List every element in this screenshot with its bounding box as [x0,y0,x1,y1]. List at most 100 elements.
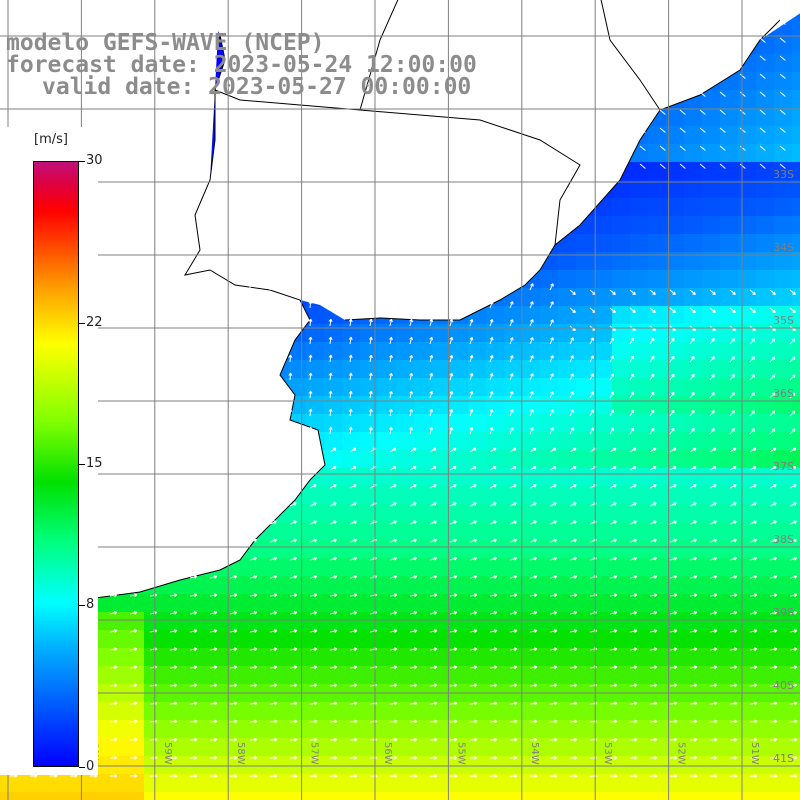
wind-arrow [609,755,618,760]
wind-arrow [288,336,293,345]
wind-cell [630,612,649,631]
wind-cell [666,252,685,271]
wind-arrow [229,502,237,507]
wind-arrow [549,427,554,435]
wind-arrow [779,55,786,61]
wind-cell [576,306,595,325]
wind-cell [450,702,469,721]
wind-arrow [409,354,414,363]
wind-cell [558,432,577,451]
wind-cell [576,324,595,343]
wind-arrow [329,538,337,543]
wind-cell [180,648,199,667]
wind-arrow [589,355,594,363]
wind-cell [198,576,217,595]
wind-arrow [429,665,438,670]
wind-arrow [509,755,518,760]
wind-arrow [169,665,178,670]
wind-arrow [709,701,718,706]
wind-arrow [549,502,557,507]
wind-cell [648,720,667,739]
wind-arrow [529,502,537,507]
wind-cell [378,576,397,595]
wind-cell [540,774,559,793]
wind-arrow [109,647,118,652]
wind-arrow [549,447,557,453]
wind-cell [522,774,541,793]
wind-cell [378,540,397,559]
wind-arrow [679,145,686,151]
wind-arrow [689,647,698,652]
wind-arrow [689,610,698,615]
wind-arrow [469,575,478,579]
wind-cell [324,378,343,397]
wind-arrow [529,337,534,345]
wind-cell [468,576,487,595]
wind-arrow [169,647,178,652]
wind-arrow [429,610,438,615]
wind-cell [360,594,379,613]
wind-arrow [248,300,253,309]
wind-arrow [189,520,197,525]
wind-arrow [749,447,757,453]
wind-cell [612,324,631,343]
lon-label: 57W [309,742,320,765]
wind-arrow [469,737,478,742]
wind-cell [612,432,631,451]
lon-label: 53W [602,742,613,765]
wind-arrow [489,409,494,417]
wind-arrow [689,701,698,706]
wind-cell [720,450,739,469]
wind-arrow [759,55,766,61]
wind-arrow [289,484,297,489]
wind-cell [252,540,271,559]
wind-cell [792,36,800,55]
wind-cell [666,342,685,361]
wind-arrow [589,427,594,435]
wind-cell [540,594,559,613]
wind-arrow [569,556,578,561]
wind-arrow [769,701,778,706]
wind-arrow [489,773,498,778]
wind-arrow [187,354,192,363]
wind-cell [612,738,631,757]
wind-cell [198,792,217,800]
wind-cell [288,576,307,595]
wind-arrow [489,556,498,561]
wind-arrow [689,665,698,670]
wind-cell [558,414,577,433]
wind-cell [504,432,523,451]
wind-cell [720,468,739,487]
wind-arrow [269,556,278,561]
wind-arrow [769,773,778,778]
wind-cell [576,378,595,397]
wind-arrow [348,336,353,345]
wind-cell [324,504,343,523]
wind-arrow [759,91,766,97]
wind-arrow [709,289,716,295]
wind-cell [756,414,775,433]
wind-arrow [749,520,757,525]
wind-cell [792,522,800,541]
wind-cell [468,450,487,469]
wind-cell [702,774,721,793]
wind-arrow [489,683,498,688]
wind-arrow [309,538,317,543]
wind-arrow [569,409,574,417]
wind-arrow [349,447,357,453]
wind-cell [486,414,505,433]
wind-arrow [669,484,677,489]
wind-arrow [489,465,497,471]
wind-arrow [549,301,554,309]
wind-cell [648,576,667,595]
wind-cell [468,504,487,523]
wind-arrow [248,408,253,417]
wind-arrow [789,701,798,706]
wind-arrow [167,336,172,345]
wind-arrow [489,701,498,706]
wind-cell [504,450,523,469]
wind-cell [504,540,523,559]
wind-cell [234,792,253,800]
wind-cell [774,450,793,469]
wind-arrow [549,391,554,399]
